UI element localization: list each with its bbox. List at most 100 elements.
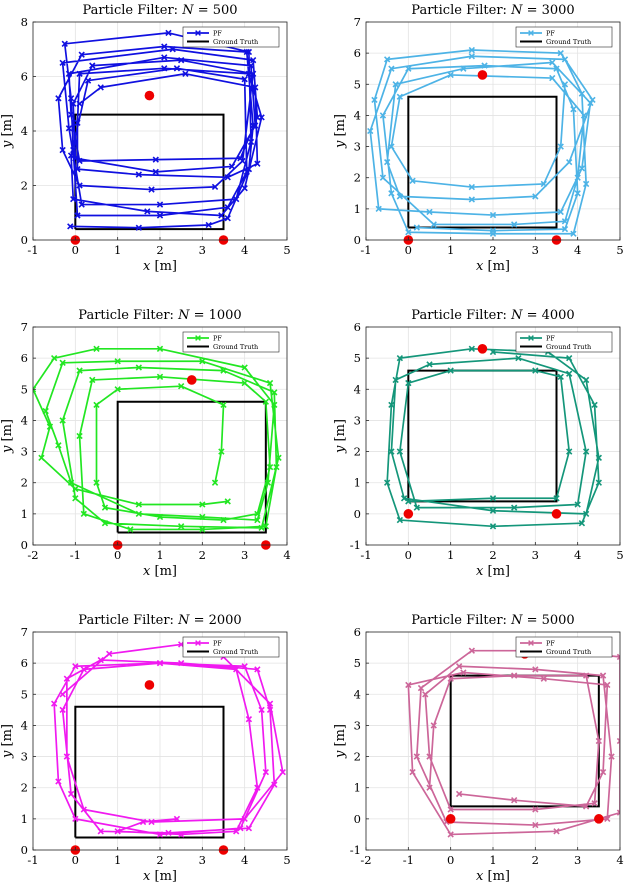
pf-point bbox=[76, 157, 83, 165]
pf-point bbox=[489, 507, 497, 514]
x-axis-label: x [m] bbox=[143, 564, 177, 579]
y-tick-label: 5 bbox=[354, 656, 361, 670]
pf-point bbox=[199, 501, 206, 508]
pf-point bbox=[178, 523, 185, 530]
pf-point bbox=[173, 815, 181, 823]
pf-point bbox=[247, 62, 255, 69]
x-tick-label: 0 bbox=[447, 853, 454, 867]
pf-point bbox=[608, 753, 615, 760]
chart-title-prefix: Particle Filter: bbox=[411, 3, 511, 18]
pf-point bbox=[67, 790, 75, 798]
pf-point bbox=[114, 358, 121, 365]
x-tick-label: 1 bbox=[156, 548, 163, 562]
pf-point bbox=[409, 177, 416, 184]
pf-point bbox=[371, 96, 378, 104]
pf-point bbox=[511, 672, 518, 679]
x-tick-label: -2 bbox=[27, 548, 38, 562]
pf-point bbox=[582, 510, 590, 518]
pf-point bbox=[392, 376, 399, 384]
pf-point bbox=[266, 706, 274, 714]
x-axis-label: x [m] bbox=[143, 869, 177, 884]
legend-pf-label: PF bbox=[546, 640, 555, 648]
pf-point bbox=[532, 666, 539, 673]
y-tick-label: 6 bbox=[21, 70, 28, 84]
chart-title: Particle Filter: N = 3000 bbox=[411, 3, 574, 18]
pf-point bbox=[271, 781, 278, 788]
x-tick-label: 3 bbox=[532, 243, 539, 257]
y-axis-label: y [m] bbox=[0, 724, 15, 759]
pf-point bbox=[59, 59, 66, 67]
x-tick-label: 0 bbox=[72, 243, 79, 257]
pf-point bbox=[80, 510, 87, 518]
x-tick-label: 2 bbox=[156, 243, 163, 257]
pf-point bbox=[392, 81, 399, 88]
pf-point bbox=[489, 348, 497, 356]
pf-point bbox=[409, 768, 416, 776]
pf-point bbox=[148, 818, 155, 826]
y-tick-label: 4 bbox=[354, 687, 361, 701]
pf-point bbox=[93, 345, 100, 352]
pf-point bbox=[156, 345, 164, 352]
pf-point bbox=[561, 81, 569, 88]
pf-point bbox=[582, 376, 590, 384]
x-tick-label: 4 bbox=[574, 548, 581, 562]
y-tick-label: 4 bbox=[354, 382, 361, 396]
chart-title-value: = 2000 bbox=[189, 613, 241, 628]
pf-point bbox=[165, 829, 172, 837]
x-axis-unit: [m] bbox=[483, 259, 510, 274]
pf-point bbox=[604, 681, 611, 689]
pf-point bbox=[101, 520, 109, 527]
pf-point bbox=[468, 183, 475, 191]
pf-point bbox=[114, 386, 121, 393]
pf-point bbox=[228, 163, 236, 170]
pf-point bbox=[114, 828, 121, 835]
pf-point bbox=[254, 160, 261, 167]
pf-point bbox=[375, 205, 382, 213]
pf-point bbox=[275, 454, 282, 461]
pf-point bbox=[460, 65, 467, 72]
pf-point bbox=[156, 831, 164, 838]
y-tick-label: 0 bbox=[354, 507, 361, 521]
x-tick-label: 0 bbox=[405, 243, 412, 257]
x-tick-label: 1 bbox=[447, 548, 454, 562]
pf-point bbox=[591, 401, 598, 409]
y-tick-label: 4 bbox=[354, 108, 361, 122]
y-tick-label: 2 bbox=[354, 750, 361, 764]
y-tick-label: 5 bbox=[354, 351, 361, 365]
pf-point bbox=[199, 513, 206, 521]
y-axis-label: y [m] bbox=[333, 419, 348, 454]
pf-point bbox=[405, 681, 412, 689]
pf-point bbox=[101, 504, 109, 511]
pf-point bbox=[582, 180, 590, 188]
pf-point bbox=[417, 684, 425, 692]
pf-point bbox=[135, 501, 142, 508]
pf-point bbox=[249, 56, 257, 64]
x-tick-label: 1 bbox=[114, 853, 121, 867]
y-tick-label: 0 bbox=[21, 233, 28, 247]
pf-point bbox=[557, 143, 564, 150]
pf-point bbox=[135, 224, 142, 231]
pf-point bbox=[72, 485, 79, 493]
pf-point bbox=[65, 70, 73, 77]
x-tick-label: 2 bbox=[489, 548, 496, 562]
plot-data bbox=[384, 345, 602, 530]
pf-point bbox=[489, 230, 497, 237]
pf-point bbox=[97, 84, 104, 91]
pf-point bbox=[384, 479, 391, 486]
chart-title-var: N bbox=[177, 613, 190, 628]
y-tick-label: 2 bbox=[21, 179, 28, 193]
pf-point bbox=[540, 675, 547, 682]
pf-point bbox=[224, 498, 231, 505]
x-tick-label: 4 bbox=[241, 243, 248, 257]
pf-point bbox=[152, 156, 159, 163]
pf-point bbox=[511, 797, 518, 804]
x-tick-label: 4 bbox=[616, 853, 623, 867]
pf-point bbox=[616, 809, 620, 816]
pf-point bbox=[561, 56, 569, 63]
x-axis-unit: [m] bbox=[483, 564, 510, 579]
y-tick-label: 3 bbox=[21, 750, 28, 764]
y-tick-label: 4 bbox=[21, 718, 28, 732]
subplot-4: -1 0 1 2 3 4 5 -1 0 1 2 3 4 5 6 Particle Filter: N = 40… bbox=[333, 308, 624, 579]
pf-point bbox=[396, 93, 404, 100]
pf-point bbox=[59, 146, 66, 154]
